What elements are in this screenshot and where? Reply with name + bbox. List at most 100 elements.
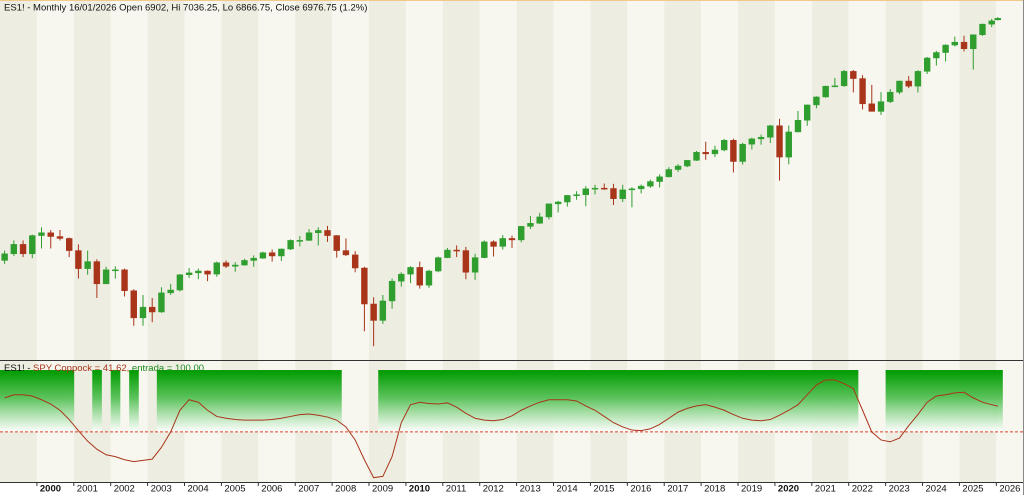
entrada-fill	[950, 370, 960, 432]
entrada-fill	[470, 370, 481, 432]
entrada-fill	[9, 370, 19, 432]
candle-body	[268, 252, 276, 257]
entrada-fill	[129, 370, 139, 432]
entrada-fill	[479, 370, 490, 432]
candle-body	[601, 187, 608, 190]
entrada-fill	[645, 370, 656, 432]
entrada-fill	[507, 370, 518, 432]
candle-body	[296, 240, 304, 242]
candle-body	[195, 270, 202, 274]
candle-body	[84, 261, 91, 269]
entrada-fill	[562, 370, 573, 432]
candle-body	[481, 241, 488, 258]
entrada-fill	[774, 370, 785, 432]
entrada-fill	[885, 370, 896, 432]
candle-body	[979, 23, 986, 36]
candle-body	[905, 80, 912, 87]
entrada-fill	[221, 370, 232, 432]
candle-body	[942, 44, 949, 53]
x-tick-label: 2020	[778, 484, 799, 495]
candle-body	[794, 119, 802, 133]
entrada-fill	[904, 370, 914, 432]
entrada-fill	[55, 370, 65, 432]
candle-body	[176, 274, 184, 291]
entrada-fill	[258, 370, 268, 432]
entrada-fill	[322, 370, 333, 432]
candle-body	[1, 253, 8, 261]
entrada-fill	[821, 370, 831, 432]
entrada-fill	[811, 370, 822, 432]
entrada-fill	[46, 370, 56, 432]
indicator-legend: ES1! - SPY Coppock = 41.62, entrada = 10…	[4, 363, 204, 374]
entrada-fill	[18, 370, 29, 432]
candle-body	[859, 78, 866, 105]
candle-body	[545, 203, 553, 218]
candle-body	[158, 292, 165, 313]
entrada-fill	[64, 370, 75, 432]
entrada-fill	[175, 370, 185, 432]
entrada-fill	[987, 370, 997, 432]
legend-value: = 41.62,	[95, 363, 130, 374]
entrada-fill	[784, 370, 794, 432]
candle-body	[951, 41, 959, 46]
x-tick-label: 2015	[593, 484, 614, 495]
x-tick-label: 2007	[298, 484, 319, 495]
entrada-fill	[738, 370, 748, 432]
entrada-fill	[940, 370, 951, 432]
x-tick-label: 2010	[409, 484, 430, 495]
entrada-fill	[313, 370, 324, 432]
candle-body	[490, 241, 497, 247]
entrada-fill	[498, 370, 508, 432]
candle-body	[610, 188, 617, 199]
candle-body	[342, 250, 350, 256]
x-tick-label: 2016	[630, 484, 651, 495]
entrada-fill	[673, 370, 684, 432]
candle-body	[305, 232, 313, 241]
candle-body	[757, 136, 765, 140]
candle-body	[278, 248, 285, 257]
entrada-fill	[0, 370, 10, 432]
x-tick-label: 2017	[667, 484, 688, 495]
entrada-fill	[36, 370, 47, 432]
candle-body	[204, 270, 211, 275]
entrada-fill	[931, 370, 942, 432]
entrada-fill	[618, 370, 628, 432]
candle-body	[831, 85, 839, 88]
entrada-fill	[922, 370, 933, 432]
entrada-fill	[433, 370, 444, 432]
candle-body	[739, 143, 746, 162]
candle-body	[637, 185, 645, 190]
entrada-fill	[590, 370, 601, 432]
entrada-fill	[461, 370, 471, 432]
candle-body	[564, 195, 571, 203]
candle-body	[767, 125, 774, 138]
entrada-fill	[682, 370, 693, 432]
x-tick-label: 2009	[372, 484, 393, 495]
entrada-fill	[184, 370, 195, 432]
candle-body	[10, 244, 18, 255]
x-tick-label: 2014	[557, 484, 578, 495]
entrada-fill	[968, 370, 979, 432]
candle-body	[730, 140, 737, 162]
candle-body	[259, 252, 267, 259]
entrada-fill	[525, 370, 536, 432]
entrada-fill	[424, 370, 434, 432]
candle-body	[628, 188, 636, 191]
entrada-fill	[332, 370, 342, 432]
x-tick-label: 2022	[852, 484, 873, 495]
price-pane	[1, 17, 1002, 347]
candle-body	[333, 235, 340, 251]
candle-body	[38, 232, 45, 236]
entrada-fill	[295, 370, 305, 432]
candle-body	[370, 303, 377, 321]
x-tick-label: 2003	[151, 484, 172, 495]
candle-body	[149, 306, 156, 313]
candle-body	[896, 80, 903, 93]
candle-body	[93, 261, 101, 285]
candle-body	[47, 232, 54, 237]
entrada-fill	[488, 370, 499, 432]
candle-body	[508, 238, 516, 241]
entrada-fill	[387, 370, 398, 432]
x-axis: 2000 2001 2002 2003 2004 2005 2006 2007 2008 2009…	[36, 482, 1020, 495]
x-tick-label: 2025	[962, 484, 983, 495]
